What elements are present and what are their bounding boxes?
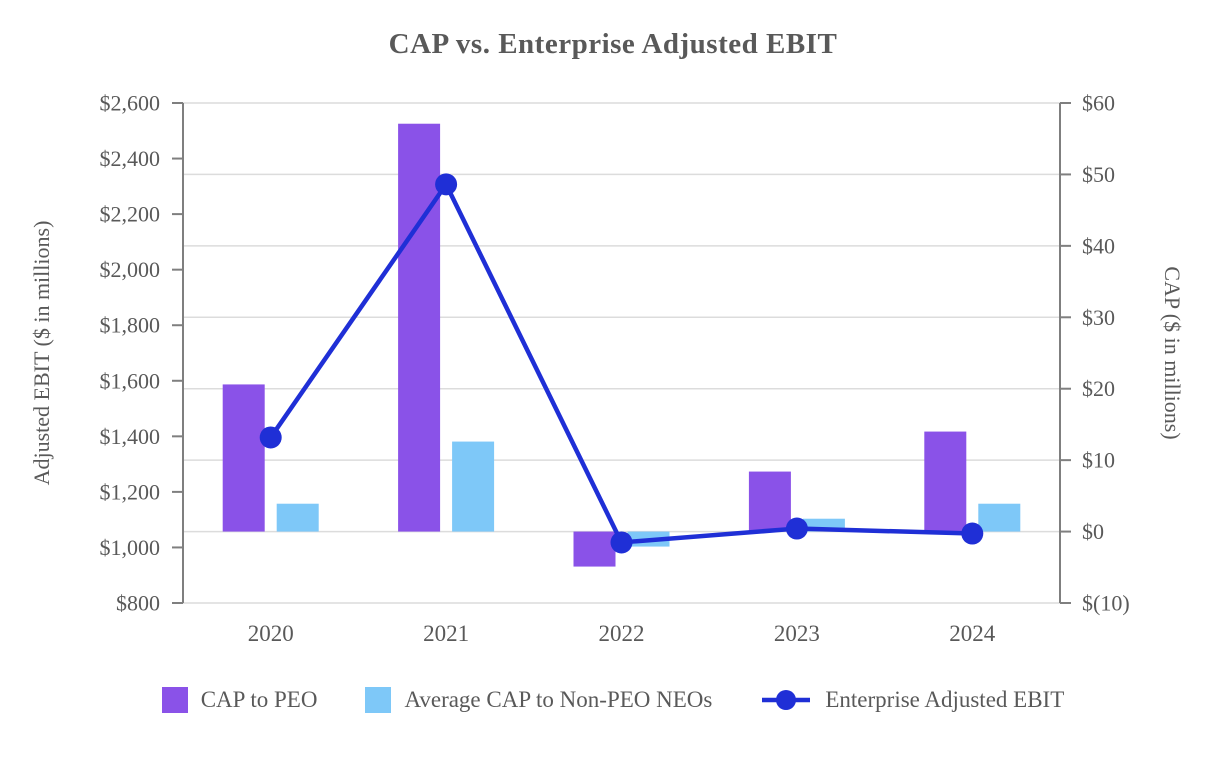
bar-average-cap-to-non-peo-neos-2021: [452, 441, 495, 532]
enterprise-adjusted-ebit-marker-2022: [610, 531, 633, 554]
chart-title: CAP vs. Enterprise Adjusted EBIT: [388, 28, 838, 60]
legend: CAP to PEO Average CAP to Non-PEO NEOs E…: [0, 686, 1226, 714]
right-axis-tick-label: $40: [1082, 233, 1115, 258]
x-axis-label-2024: 2024: [949, 621, 996, 646]
enterprise-adjusted-ebit-line: [268, 182, 975, 545]
enterprise-adjusted-ebit-marker-2020: [259, 426, 282, 449]
right-axis-tick-label: $10: [1082, 448, 1115, 473]
bar-cap-to-peo-2024: [924, 431, 967, 532]
left-axis-tick-label: $2,000: [100, 257, 161, 282]
legend-label-cap-to-peo: CAP to PEO: [200, 687, 318, 712]
left-axis-tick-label: $1,000: [100, 535, 161, 560]
bar-cap-to-peo-2022: [573, 531, 616, 567]
x-axis-label-2022: 2022: [599, 621, 645, 646]
x-axis-label-2021: 2021: [423, 621, 469, 646]
left-axis-tick-label: $1,800: [100, 313, 161, 338]
legend-item-cap-to-peo: CAP to PEO: [161, 687, 318, 713]
ebit-line-marker-icon: [762, 690, 811, 710]
right-axis-tick-label: $30: [1082, 305, 1115, 330]
bar-cap-to-peo-2023: [748, 471, 791, 532]
left-axis-tick-label: $2,200: [100, 202, 161, 227]
legend-item-ebit: Enterprise Adjusted EBIT: [760, 686, 1064, 714]
right-axis-tick-label: $60: [1082, 90, 1115, 115]
bar-cap-to-peo-2021: [398, 123, 441, 532]
legend-label-ebit: Enterprise Adjusted EBIT: [825, 687, 1065, 712]
right-axis-tick-label: $(10): [1082, 590, 1130, 615]
right-axis-tick-label: $20: [1082, 376, 1115, 401]
legend-label-avg-cap-neos: Average CAP to Non-PEO NEOs: [404, 687, 713, 712]
cap-to-peo-swatch-icon: [161, 687, 188, 713]
enterprise-adjusted-ebit-marker-2021: [435, 173, 458, 196]
bar-average-cap-to-non-peo-neos-2020: [276, 503, 319, 532]
legend-item-avg-cap-neos: Average CAP to Non-PEO NEOs: [365, 687, 712, 713]
left-axis-tick-label: $800: [116, 590, 160, 615]
avg-cap-neos-swatch-icon: [365, 687, 392, 713]
enterprise-adjusted-ebit-marker-2023: [785, 517, 808, 540]
left-axis-tick-label: $2,600: [100, 90, 161, 115]
left-axis-tick-label: $1,200: [100, 479, 161, 504]
x-axis-label-2020: 2020: [248, 621, 294, 646]
bar-cap-to-peo-2020: [222, 384, 265, 532]
left-axis-tick-label: $1,400: [100, 424, 161, 449]
right-axis-tick-label: $0: [1082, 519, 1104, 544]
left-axis-tick-label: $1,600: [100, 368, 161, 393]
enterprise-adjusted-ebit-marker-2024: [961, 522, 984, 545]
bar-average-cap-to-non-peo-neos-2024: [978, 503, 1021, 532]
x-axis-label-2023: 2023: [774, 621, 820, 646]
left-axis-tick-label: $2,400: [100, 146, 161, 171]
right-axis-tick-label: $50: [1082, 162, 1115, 187]
